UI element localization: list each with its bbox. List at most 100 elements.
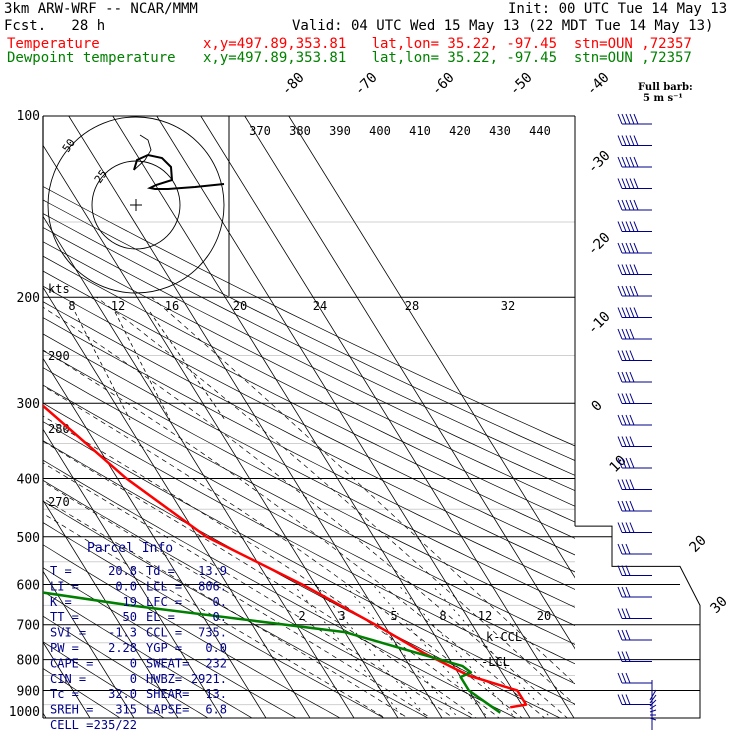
hodograph-speed-guide xyxy=(74,311,131,421)
dry-adiabat xyxy=(43,241,575,507)
wind-barb-flag xyxy=(633,135,639,146)
temperature-profile-line xyxy=(43,404,528,709)
parcel-param-name: LI = xyxy=(50,579,79,593)
dewpoint-legend-label: Dewpoint temperature xyxy=(7,50,176,66)
wind-barb-flag xyxy=(617,242,623,254)
mixing-ratio-line xyxy=(397,584,516,718)
profile-lines xyxy=(43,404,528,714)
wind-barb-flag xyxy=(621,113,627,125)
wind-barb-flag xyxy=(617,199,623,211)
mixing-ratio-label: 12 xyxy=(478,609,492,623)
hodograph-speed-guide xyxy=(149,311,226,421)
wind-barb-flag xyxy=(625,608,631,619)
surface-barb xyxy=(649,704,657,710)
wind-barb xyxy=(617,199,652,211)
wind-barb-flag xyxy=(625,135,631,146)
parcel-param-value: 235/22 xyxy=(94,718,137,732)
hodograph-trace xyxy=(133,153,225,190)
dry-adiabat xyxy=(43,459,517,718)
pressure-tick-label: 100 xyxy=(17,109,40,124)
wind-barb xyxy=(617,500,652,512)
dewpoint-legend-info: x,y=497.89,353.81 lat,lon= 35.22, -97.45… xyxy=(203,50,692,66)
dry-adiabat xyxy=(43,479,473,718)
wind-barb-flag xyxy=(621,414,627,426)
surface-barb xyxy=(649,699,657,707)
moist-adiabat xyxy=(96,296,575,706)
wind-barb-flag xyxy=(629,371,635,383)
parcel-param-name: PW = xyxy=(50,641,79,655)
wind-barb-flag xyxy=(617,285,623,297)
pressure-tick-label: 800 xyxy=(17,654,40,669)
isotherm-line xyxy=(43,144,399,718)
parcel-param-name: Tc = xyxy=(50,687,79,701)
isotherm-label: -30 xyxy=(585,148,614,177)
wind-barb-flag xyxy=(629,350,635,361)
moist-adiabat xyxy=(43,497,409,718)
parcel-param-value: 0 xyxy=(130,656,137,670)
isotherm-line xyxy=(43,499,179,718)
wind-barb-flag xyxy=(629,156,635,168)
moist-adiabat xyxy=(151,296,575,685)
wind-barb-flag xyxy=(617,178,623,189)
wind-barb-flag xyxy=(621,221,627,232)
parcel-param-value: 6.8 xyxy=(205,703,227,717)
wind-barb xyxy=(617,651,652,662)
isotherm-label: -50 xyxy=(507,70,536,99)
dry-adiabat xyxy=(43,317,575,590)
wind-barb-flag xyxy=(633,285,639,297)
theta-label: 440 xyxy=(529,124,551,138)
parcel-param-name: SHEAR= xyxy=(146,687,189,701)
wind-barb-flag xyxy=(621,694,627,705)
wind-barb xyxy=(617,221,652,232)
isotherm-line xyxy=(68,116,443,718)
parcel-param-value: 13. xyxy=(205,687,227,701)
wind-barb-flag xyxy=(625,414,631,426)
dry-adiabat xyxy=(43,641,165,718)
wind-barb-flag xyxy=(633,156,639,168)
parcel-param-value: 315 xyxy=(115,703,137,717)
wind-barb-flag xyxy=(625,436,631,447)
isotherm-label: 0 xyxy=(589,398,606,415)
wind-barb-flag xyxy=(625,393,631,404)
wind-barb xyxy=(617,307,652,318)
wind-barb-flag xyxy=(625,113,631,125)
dry-adiabat xyxy=(43,544,341,718)
pressure-tick-label: 700 xyxy=(17,619,40,634)
parcel-param-name: Td = xyxy=(146,564,175,578)
parcel-param-name: SREH = xyxy=(50,703,93,717)
wind-barb-flag xyxy=(629,328,635,340)
theta-label: 390 xyxy=(329,124,351,138)
wind-barb-flag xyxy=(621,307,627,318)
parcel-param-value: 50 xyxy=(123,610,137,624)
wind-barb-flag xyxy=(617,651,623,662)
hodograph-ring-label: 25 xyxy=(92,167,110,185)
dry-adiabat xyxy=(43,591,253,718)
wind-barb-flag xyxy=(629,178,635,189)
ccl-marker-label: k-CCL xyxy=(486,630,522,644)
hodograph-speed-label: 28 xyxy=(405,299,419,313)
forecast-hour: Fcst. 28 h xyxy=(4,18,106,34)
wind-barb xyxy=(617,393,652,404)
parcel-param-value: 0. xyxy=(213,595,227,609)
wind-barb xyxy=(617,457,652,469)
wind-barb-flag xyxy=(629,264,635,275)
parcel-param-value: 2921. xyxy=(191,672,227,686)
wind-barb-flag xyxy=(617,328,623,340)
parcel-param-name: TT = xyxy=(50,610,79,624)
wind-barb-flag xyxy=(621,371,627,383)
parcel-param-value: 0 xyxy=(130,672,137,686)
wind-barb-flag xyxy=(629,242,635,254)
hodograph-speed-label: 12 xyxy=(111,299,125,313)
wind-barb-flag xyxy=(621,242,627,254)
wind-barb-flag xyxy=(629,436,635,447)
parcel-param-name: HWBZ= xyxy=(146,672,182,686)
wind-barb-flag xyxy=(621,522,627,533)
mixing-ratio-line xyxy=(315,584,429,718)
wind-barb-flag xyxy=(629,500,635,512)
hodograph-speed-label: 20 xyxy=(233,299,247,313)
parcel-param-name: CELL = xyxy=(50,718,93,732)
parcel-param-value: 806. xyxy=(198,579,227,593)
dry-adiabat xyxy=(43,402,575,685)
parcel-param-value: 735. xyxy=(198,626,227,640)
